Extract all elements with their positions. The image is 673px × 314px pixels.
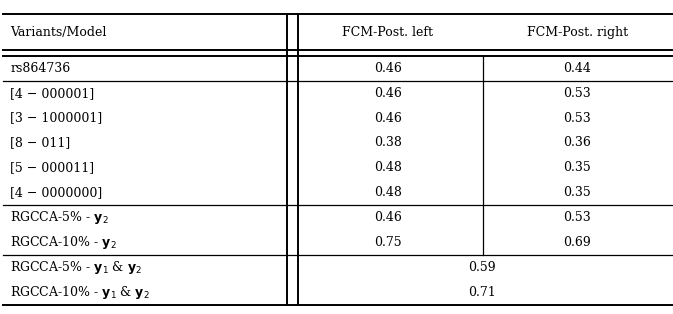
- Text: RGCCA-5% - $\mathbf{y}_2$: RGCCA-5% - $\mathbf{y}_2$: [10, 209, 109, 226]
- Text: FCM-Post. left: FCM-Post. left: [343, 26, 433, 39]
- Text: 0.38: 0.38: [374, 136, 402, 149]
- Text: 0.75: 0.75: [374, 236, 402, 249]
- Text: 0.46: 0.46: [374, 87, 402, 100]
- Text: [3 − 1000001]: [3 − 1000001]: [10, 111, 102, 125]
- Text: 0.71: 0.71: [468, 286, 496, 299]
- Text: [4 − 0000000]: [4 − 0000000]: [10, 186, 102, 199]
- Text: RGCCA-10% - $\mathbf{y}_2$: RGCCA-10% - $\mathbf{y}_2$: [10, 234, 116, 251]
- Text: 0.53: 0.53: [563, 87, 592, 100]
- Text: 0.46: 0.46: [374, 111, 402, 125]
- Text: [5 − 000011]: [5 − 000011]: [10, 161, 94, 174]
- Text: 0.36: 0.36: [563, 136, 592, 149]
- Text: 0.69: 0.69: [563, 236, 592, 249]
- Text: RGCCA-10% - $\mathbf{y}_1$ & $\mathbf{y}_2$: RGCCA-10% - $\mathbf{y}_1$ & $\mathbf{y}…: [10, 284, 150, 300]
- Text: 0.46: 0.46: [374, 62, 402, 75]
- Text: FCM-Post. right: FCM-Post. right: [527, 26, 628, 39]
- Text: RGCCA-5% - $\mathbf{y}_1$ & $\mathbf{y}_2$: RGCCA-5% - $\mathbf{y}_1$ & $\mathbf{y}_…: [10, 259, 142, 276]
- Text: 0.44: 0.44: [563, 62, 592, 75]
- Text: [8 − 011]: [8 − 011]: [10, 136, 71, 149]
- Text: 0.48: 0.48: [374, 186, 402, 199]
- Text: 0.53: 0.53: [563, 211, 592, 224]
- Text: 0.35: 0.35: [563, 186, 592, 199]
- Text: 0.59: 0.59: [468, 261, 496, 274]
- Text: 0.46: 0.46: [374, 211, 402, 224]
- Text: rs864736: rs864736: [10, 62, 71, 75]
- Text: 0.35: 0.35: [563, 161, 592, 174]
- Text: Variants/Model: Variants/Model: [10, 26, 106, 39]
- Text: [4 − 000001]: [4 − 000001]: [10, 87, 94, 100]
- Text: 0.48: 0.48: [374, 161, 402, 174]
- Text: 0.53: 0.53: [563, 111, 592, 125]
